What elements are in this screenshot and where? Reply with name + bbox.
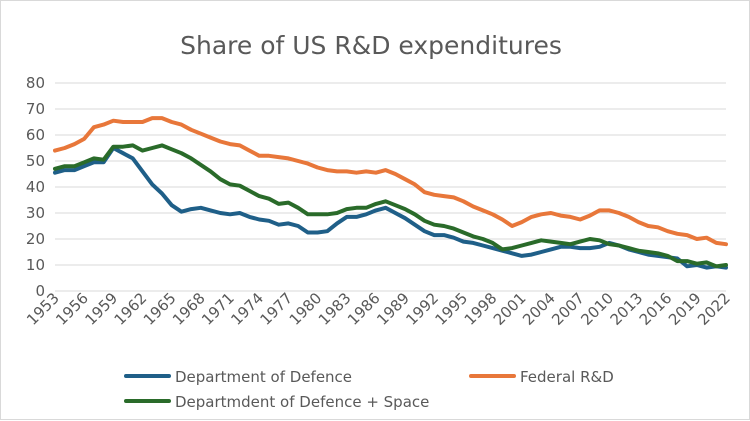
x-tick-label: 1968 [169, 289, 209, 329]
x-tick-label: 1953 [23, 289, 63, 329]
series-line-2 [53, 116, 728, 247]
legend: Department of Defence Federal R&D Departmd… [124, 368, 614, 411]
y-tick-label: 40 [26, 178, 45, 196]
chart-title: Share of US R&D expenditures [180, 31, 562, 60]
x-axis-ticks: 1953195619591962196519681971197419771980… [23, 289, 734, 329]
y-tick-label: 50 [26, 152, 45, 170]
x-tick-label: 1974 [227, 289, 267, 329]
x-tick-label: 1995 [432, 289, 472, 329]
y-tick-label: 80 [26, 74, 45, 92]
x-tick-label: 2022 [694, 289, 734, 329]
x-tick-label: 1971 [198, 289, 238, 329]
x-tick-label: 1959 [81, 289, 121, 329]
x-tick-label: 2010 [577, 289, 617, 329]
x-tick-label: 1962 [111, 289, 151, 329]
series-line-3 [53, 143, 728, 269]
x-tick-label: 2001 [490, 289, 530, 329]
x-tick-label: 2013 [607, 289, 647, 329]
y-axis-ticks: 0 10 20 30 40 50 60 70 80 [26, 74, 45, 300]
x-tick-label: 1998 [461, 289, 501, 329]
legend-label: Federal R&D [520, 368, 614, 386]
y-tick-label: 20 [26, 230, 45, 248]
x-tick-label: 2019 [665, 289, 705, 329]
x-tick-label: 2016 [636, 289, 676, 329]
legend-label: Departmdent of Defence + Space [175, 393, 429, 411]
legend-label: Department of Defence [175, 368, 352, 386]
series-line-1 [53, 146, 728, 270]
y-tick-label: 70 [26, 100, 45, 118]
y-tick-label: 60 [26, 126, 45, 144]
series-lines [53, 116, 728, 270]
x-tick-label: 2007 [548, 289, 588, 329]
y-tick-label: 10 [26, 256, 45, 274]
gridlines [55, 82, 726, 292]
x-tick-label: 1986 [344, 289, 384, 329]
x-tick-label: 2004 [519, 289, 559, 329]
y-tick-label: 0 [35, 282, 45, 300]
x-tick-label: 1977 [256, 289, 296, 329]
x-tick-label: 1980 [286, 289, 326, 329]
x-tick-label: 1983 [315, 289, 355, 329]
x-tick-label: 1956 [52, 289, 92, 329]
x-tick-label: 1965 [140, 289, 180, 329]
x-tick-label: 1992 [402, 289, 442, 329]
x-tick-label: 1989 [373, 289, 413, 329]
y-tick-label: 30 [26, 204, 45, 222]
